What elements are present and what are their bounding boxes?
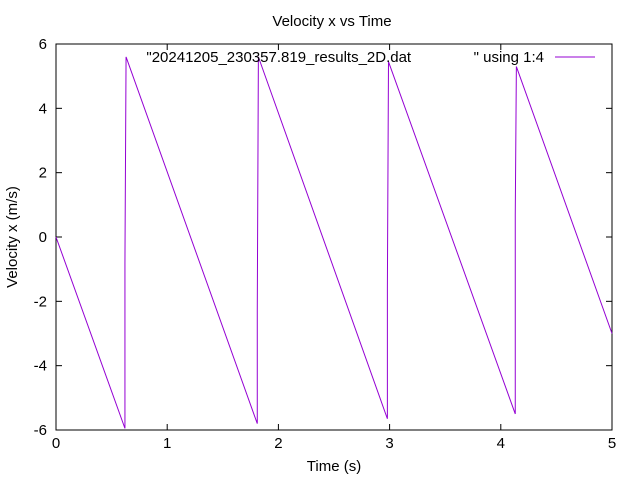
y-tick-label: 0 (39, 229, 47, 246)
x-tick-label: 2 (274, 435, 282, 452)
series-layer (55, 56, 613, 429)
y-tick-label: 4 (39, 100, 47, 117)
x-tick-label: 3 (385, 435, 393, 452)
y-tick-label: -2 (34, 293, 47, 310)
chart-title: Velocity x vs Time (272, 13, 391, 30)
series-line (55, 56, 613, 429)
y-axis-label: Velocity x (m/s) (4, 186, 21, 288)
y-tick-label: -6 (34, 422, 47, 439)
legend-entry-label: "20241205_230357.819_results_2D.dat " us… (146, 49, 544, 66)
y-axis: -6 -4 -2 0 2 4 6 (34, 36, 612, 439)
x-axis: 0 1 2 3 4 5 (52, 44, 616, 452)
y-tick-label: 2 (39, 165, 47, 182)
y-tick-label: -4 (34, 358, 47, 375)
legend: "20241205_230357.819_results_2D.dat " us… (146, 49, 595, 66)
y-tick-label: 6 (39, 36, 47, 53)
x-tick-label: 5 (608, 435, 616, 452)
x-axis-label: Time (s) (307, 458, 361, 475)
x-tick-label: 0 (52, 435, 60, 452)
x-tick-label: 4 (497, 435, 505, 452)
x-tick-label: 1 (163, 435, 171, 452)
